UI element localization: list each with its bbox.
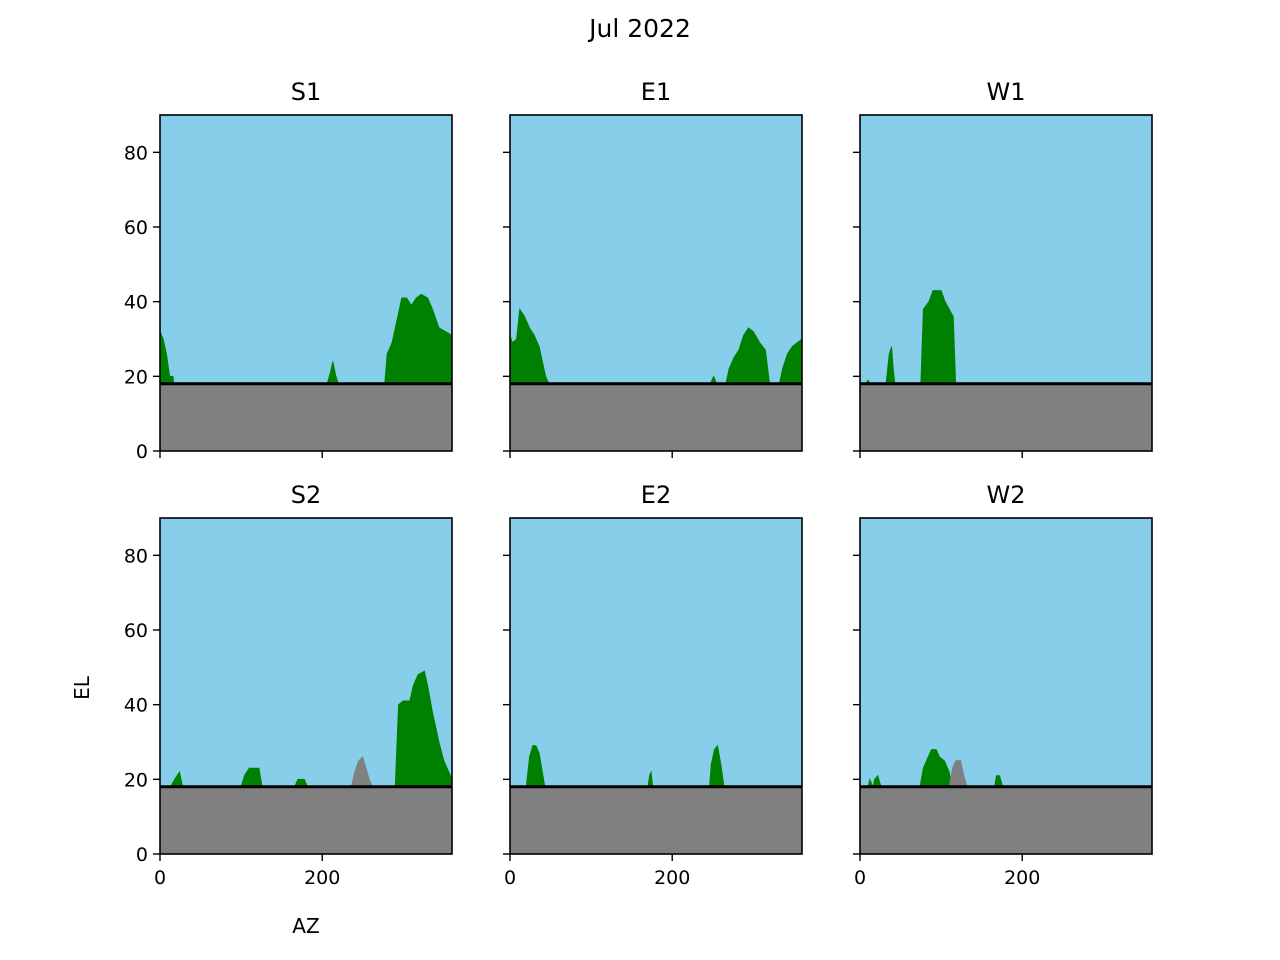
plot-frame [859, 517, 1153, 855]
y-tick-label: 80 [124, 545, 148, 567]
y-tick-label: 60 [124, 217, 148, 239]
y-tick-label: 20 [124, 769, 148, 791]
y-tick-label: 80 [124, 142, 148, 164]
panel-e2: E2 0 200 [503, 481, 803, 889]
plot-frame [859, 114, 1153, 452]
obstruction-3 [725, 327, 771, 385]
panel-w1: W1 [853, 78, 1153, 458]
panel-title: E2 [641, 481, 671, 509]
ground-area [160, 786, 452, 854]
ground-area [510, 786, 802, 854]
x-tick-label: 0 [154, 867, 166, 889]
obstruction-4 [394, 670, 453, 788]
x-tick-label: 0 [854, 867, 866, 889]
ground-area [860, 786, 1152, 854]
panel-e1: E1 [503, 78, 803, 458]
x-tick-label: 200 [1004, 867, 1040, 889]
panel-title: W2 [987, 481, 1026, 509]
plot-frame [509, 114, 803, 452]
plot-frame [509, 517, 803, 855]
panel-title: S2 [291, 481, 322, 509]
panel-title: W1 [987, 78, 1026, 106]
obstruction-3 [384, 293, 453, 385]
sky-area [860, 115, 1152, 384]
ground-area [860, 383, 1152, 451]
panel-w2: W2 0 200 [853, 481, 1153, 889]
panel-s2: S2 0 20 40 60 80 0 200 [124, 481, 453, 889]
x-tick-label: 200 [304, 867, 340, 889]
y-tick-label: 40 [124, 695, 148, 717]
sky-area [510, 518, 802, 787]
y-tick-label: 20 [124, 366, 148, 388]
sky-area [860, 518, 1152, 787]
y-tick-label: 0 [136, 441, 148, 463]
figure-title: Jul 2022 [587, 14, 691, 43]
y-axis-label: EL [70, 675, 94, 700]
ground-area [160, 383, 452, 451]
x-axis-label: AZ [292, 914, 319, 938]
y-tick-label: 40 [124, 292, 148, 314]
plot-frame [159, 114, 453, 452]
obstruction-1 [509, 307, 550, 385]
panel-title: S1 [291, 78, 322, 106]
plot-frame [159, 517, 453, 855]
ground-area [510, 383, 802, 451]
x-tick-label: 200 [654, 867, 690, 889]
panel-s1: S1 0 20 40 60 80 [124, 78, 453, 463]
obstruction-1 [525, 745, 546, 788]
obstruction-3 [920, 290, 957, 385]
y-tick-label: 0 [136, 844, 148, 866]
x-tick-label: 0 [504, 867, 516, 889]
panel-title: E1 [641, 78, 671, 106]
y-tick-label: 60 [124, 620, 148, 642]
